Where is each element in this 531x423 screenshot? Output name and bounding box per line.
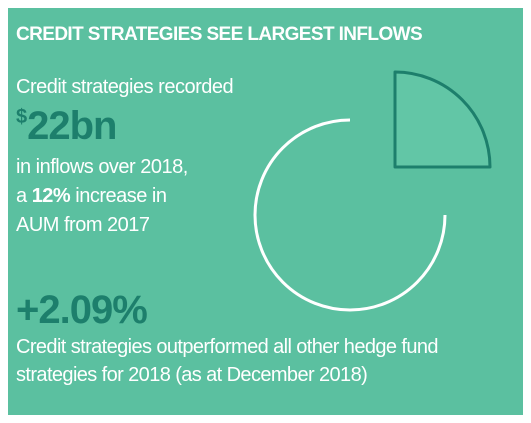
inflow-line: in inflows over 2018,: [16, 156, 188, 178]
performance-value: +2.09%: [16, 288, 148, 332]
amount-value: 22bn: [27, 104, 117, 148]
inflow-line: AUM from 2017: [16, 214, 150, 236]
panel: [8, 8, 523, 415]
title: CREDIT STRATEGIES SEE LARGEST INFLOWS: [16, 24, 423, 45]
amount: $22bn: [16, 104, 117, 149]
text: a: [16, 185, 27, 207]
text: increase in: [75, 185, 167, 207]
highlight: 12%: [31, 185, 71, 207]
inflow-line: a 12% increase in: [16, 185, 167, 208]
quarter-wedge: [393, 70, 492, 169]
intro-text: Credit strategies recorded: [16, 76, 234, 98]
performance-text: strategies for 2018 (as at December 2018…: [16, 364, 368, 386]
circle-arc: [253, 118, 447, 312]
currency: $: [16, 106, 27, 128]
performance-text: Credit strategies outperformed all other…: [16, 336, 439, 358]
